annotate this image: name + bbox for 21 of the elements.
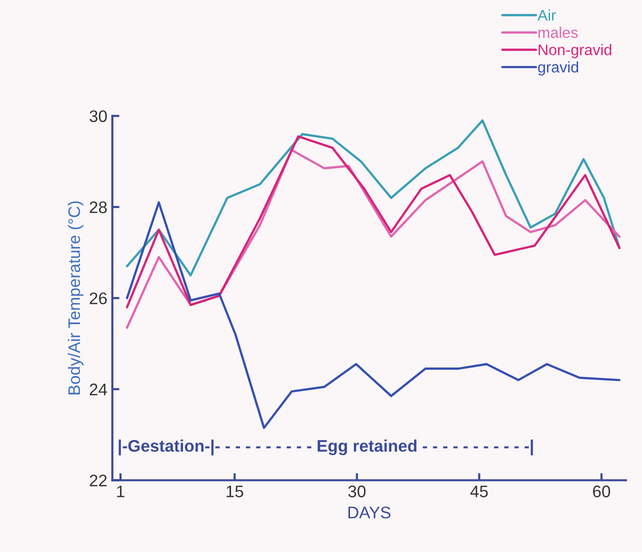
- legend-label: gravid: [538, 61, 578, 76]
- y-axis-title: Body/Air Temperature (°C): [68, 201, 84, 394]
- line-series: [126, 135, 621, 308]
- x-tick-label: 15: [226, 486, 244, 498]
- legend-label: males: [538, 26, 578, 38]
- line-series: [126, 119, 621, 276]
- legend-label: Air: [538, 9, 556, 21]
- x-tick-label: 45: [470, 486, 488, 498]
- y-tick-label: 28: [90, 201, 107, 214]
- annotation: |-Gestation-|- - - - - - - - - - Egg retained - - - - - - - - - - -|: [118, 440, 533, 456]
- x-tick-label: 30: [348, 486, 366, 498]
- x-tick-label: 60: [593, 486, 610, 498]
- y-tick-label: 30: [90, 110, 107, 122]
- y-tick-label: 22: [90, 474, 107, 486]
- y-tick-label: 24: [90, 384, 108, 396]
- x-tick-label: 1: [117, 486, 124, 498]
- y-tick-label: 26: [90, 292, 107, 304]
- line-series: [126, 201, 621, 429]
- legend-label: Non-gravid: [538, 44, 612, 58]
- line-series: [126, 148, 621, 329]
- x-axis-title: DAYS: [348, 506, 390, 518]
